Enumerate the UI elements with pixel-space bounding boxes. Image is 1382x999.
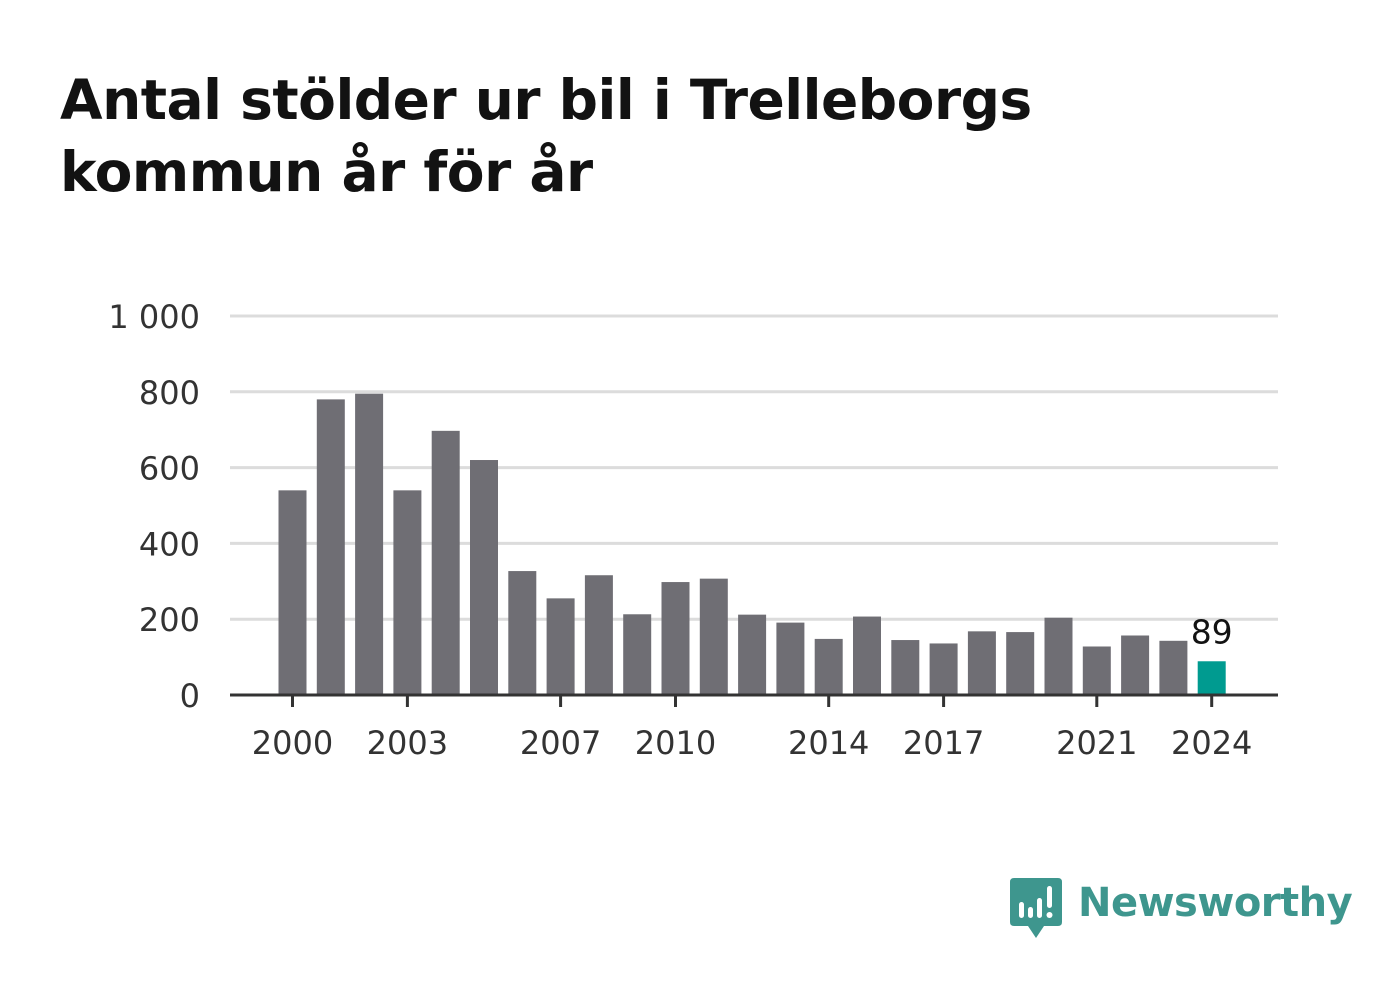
bar-2005 bbox=[470, 460, 498, 695]
bar-2001 bbox=[316, 399, 345, 695]
x-axis: 2000 2003 2007 2010 2014 2017 2021 2024 bbox=[230, 693, 1278, 762]
y-tick-label: 800 bbox=[139, 374, 200, 412]
bar-2017 bbox=[929, 643, 958, 695]
bar-2014 bbox=[814, 638, 843, 695]
bar-2019 bbox=[1006, 632, 1035, 695]
y-tick-label: 400 bbox=[139, 525, 200, 563]
bars bbox=[278, 393, 1226, 695]
bar-2022 bbox=[1121, 635, 1150, 695]
bar-2016 bbox=[891, 640, 920, 695]
bar-2011 bbox=[699, 578, 728, 695]
x-tick-label: 2024 bbox=[1171, 724, 1252, 762]
highlight-value-label: 89 bbox=[1191, 612, 1233, 651]
bar-2000 bbox=[278, 490, 307, 695]
chart-title: Antal stölder ur bil i Trelleborgs kommu… bbox=[60, 68, 1032, 204]
grid-lines bbox=[230, 314, 1278, 621]
bar-2013 bbox=[776, 622, 805, 695]
x-tick-label: 2010 bbox=[635, 724, 716, 762]
y-axis: 0 200 400 600 800 1 000 bbox=[108, 298, 200, 715]
bar-2023 bbox=[1159, 640, 1188, 695]
bar-2009 bbox=[623, 614, 652, 695]
bar-chart: 2000 2003 2007 2010 2014 2017 2021 2024 0 200 400… bbox=[108, 298, 1278, 762]
bar-2004 bbox=[431, 430, 460, 695]
x-tick-label: 2014 bbox=[788, 724, 869, 762]
y-tick-label: 200 bbox=[139, 601, 200, 639]
bar-2008 bbox=[584, 575, 613, 695]
brand-name: Newsworthy bbox=[1078, 880, 1353, 926]
y-tick-label: 600 bbox=[139, 450, 200, 488]
bar-2006 bbox=[508, 571, 537, 695]
newsworthy-logo-icon bbox=[1010, 878, 1062, 944]
bar-2003 bbox=[393, 490, 422, 695]
y-tick-label: 0 bbox=[180, 677, 200, 715]
x-tick-label: 2003 bbox=[367, 724, 448, 762]
bar-2015 bbox=[853, 616, 881, 695]
bar-2012 bbox=[738, 614, 767, 695]
bar-2002 bbox=[355, 393, 384, 695]
x-tick-label: 2017 bbox=[903, 724, 984, 762]
data-labels: 89 bbox=[1191, 612, 1233, 651]
bar-2020 bbox=[1044, 617, 1073, 695]
bar-2024 bbox=[1197, 661, 1226, 695]
x-tick-label: 2021 bbox=[1056, 724, 1137, 762]
x-tick-label: 2000 bbox=[252, 724, 333, 762]
bar-2018 bbox=[967, 631, 996, 695]
bar-2021 bbox=[1082, 646, 1111, 695]
x-tick-label: 2007 bbox=[520, 724, 601, 762]
brand-logo: Newsworthy bbox=[1010, 878, 1353, 944]
bar-2007 bbox=[546, 598, 575, 695]
bar-2010 bbox=[661, 582, 690, 695]
y-tick-label: 1 000 bbox=[108, 298, 200, 336]
